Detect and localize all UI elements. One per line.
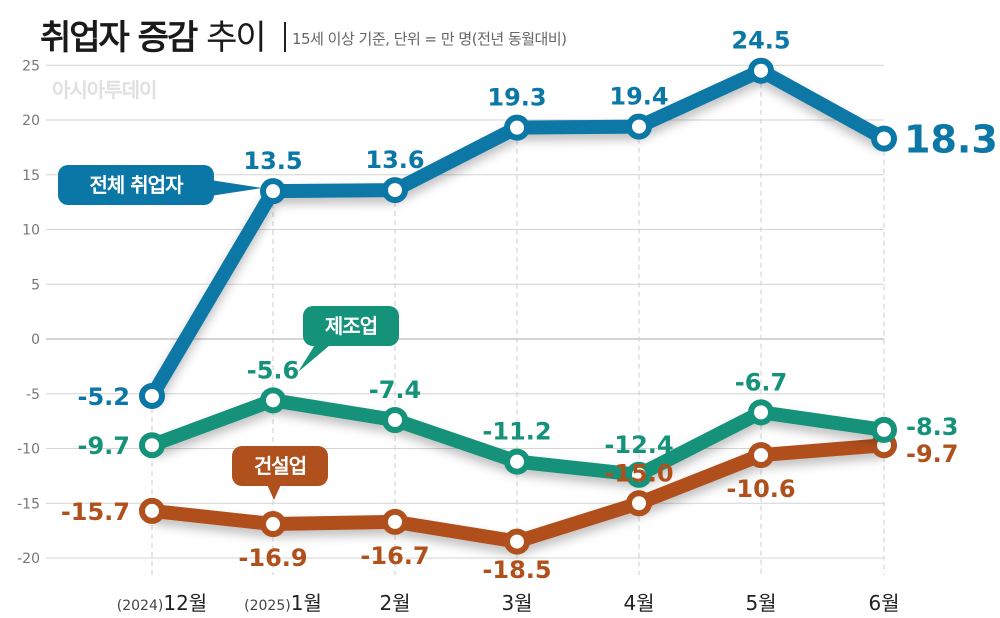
data-label: -6.7	[735, 368, 787, 396]
x-tick-label: 2월	[379, 591, 410, 615]
data-point	[504, 528, 530, 555]
data-point	[748, 57, 774, 84]
data-label: -12.4	[604, 431, 673, 459]
y-tick-label: -5	[26, 387, 40, 403]
data-label: -15.0	[604, 459, 673, 487]
title-thin: 추이	[206, 18, 267, 58]
data-point	[504, 114, 530, 141]
month: 3월	[501, 591, 532, 615]
y-tick-label: -10	[17, 442, 40, 458]
data-point	[260, 511, 286, 538]
data-label: -11.2	[482, 418, 551, 446]
y-tick-label: -15	[17, 496, 40, 512]
title-bold: 취업자 증감	[40, 18, 198, 58]
data-label: -5.6	[247, 356, 299, 384]
data-point	[871, 125, 897, 152]
data-label: 19.4	[609, 83, 668, 111]
year-prefix: (2024)	[117, 598, 164, 614]
x-tick-label: (2024)12월	[117, 591, 207, 615]
data-point	[748, 442, 774, 469]
y-tick-label: 10	[22, 223, 40, 239]
data-point	[260, 387, 286, 414]
chart-subtitle: 15세 이상 기준, 단위 = 만 명(전년 동월대비)	[292, 30, 567, 48]
callout-construction: 건설업	[232, 446, 328, 486]
data-label: -8.3	[906, 413, 958, 441]
callout-total: 전체 취업자	[58, 165, 214, 205]
callout-manufacturing: 제조업	[303, 306, 399, 346]
data-point	[260, 178, 286, 205]
data-point	[871, 416, 897, 443]
data-label: -5.2	[78, 383, 130, 411]
x-tick-label: (2025)1월	[244, 591, 322, 615]
data-label: -15.7	[61, 498, 130, 526]
data-point	[504, 448, 530, 475]
data-point	[139, 432, 165, 459]
data-label: -16.9	[238, 544, 307, 572]
watermark: 아시아투데이	[52, 78, 157, 102]
y-tick-label: 5	[31, 277, 40, 293]
data-label: -9.7	[906, 440, 958, 468]
y-tick-label: 15	[22, 168, 40, 184]
data-point	[626, 490, 652, 517]
data-point	[382, 508, 408, 535]
data-label: -18.5	[482, 556, 551, 584]
month: 2월	[379, 591, 410, 615]
callout-pointer-total	[210, 180, 262, 196]
data-label: -10.6	[726, 475, 795, 503]
month: 5월	[745, 591, 776, 615]
data-point	[626, 461, 652, 488]
data-label: -7.4	[369, 376, 421, 404]
month: 4월	[623, 591, 654, 615]
data-point	[626, 113, 652, 140]
month: 1월	[291, 591, 322, 615]
callout-pointer-manufacturing	[298, 340, 336, 372]
y-tick-label: -20	[17, 551, 40, 567]
data-label: 13.5	[243, 147, 302, 175]
data-point	[382, 177, 408, 204]
data-label: 13.6	[365, 146, 424, 174]
y-tick-label: 20	[22, 113, 40, 129]
data-point	[382, 407, 408, 434]
month: 6월	[868, 591, 899, 615]
data-label: 19.3	[487, 84, 546, 112]
title-divider	[284, 22, 286, 52]
data-label: 18.3	[904, 118, 998, 162]
chart-title: 취업자 증감 추이	[40, 10, 267, 59]
x-tick-label: 4월	[623, 591, 654, 615]
month: 12월	[163, 591, 207, 615]
y-tick-label: 25	[22, 58, 40, 74]
x-tick-label: 6월	[868, 591, 899, 615]
y-tick-label: 0	[31, 332, 40, 348]
x-tick-label: 3월	[501, 591, 532, 615]
year-prefix: (2025)	[244, 598, 291, 614]
data-label: -16.7	[360, 542, 429, 570]
data-point	[139, 382, 165, 409]
data-point	[139, 497, 165, 524]
x-tick-label: 5월	[745, 591, 776, 615]
data-label: -9.7	[78, 432, 130, 460]
data-point	[748, 399, 774, 426]
data-label: 24.5	[731, 27, 790, 55]
